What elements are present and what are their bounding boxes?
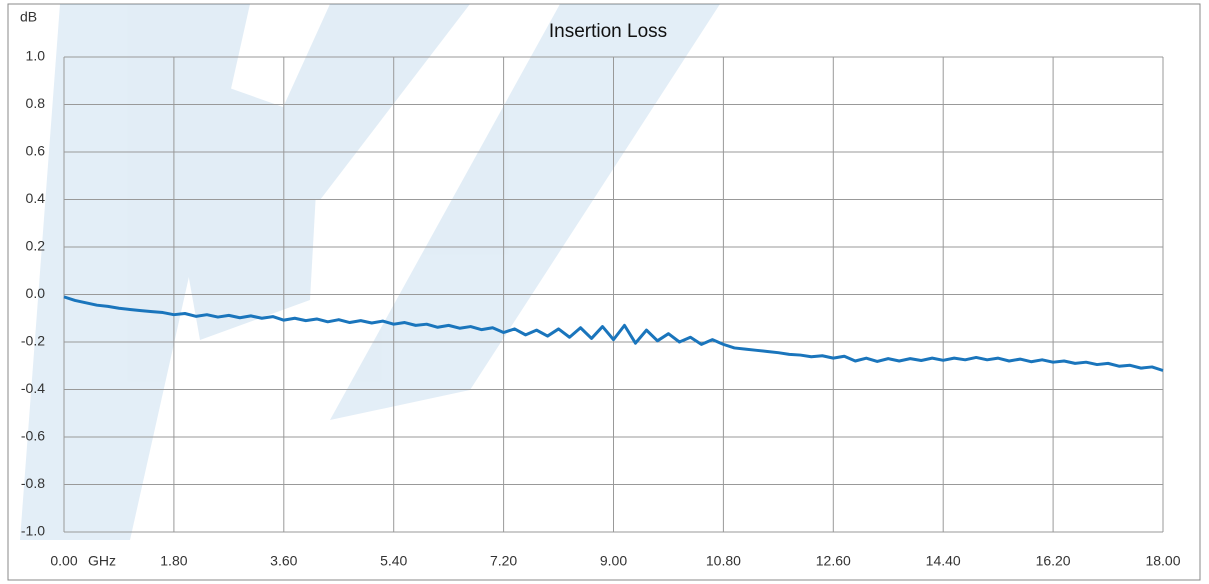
x-tick-label: 5.40 [380, 553, 407, 569]
x-tick-label: 1.80 [160, 553, 187, 569]
x-tick-label: 9.00 [600, 553, 627, 569]
y-tick-label: -0.2 [21, 333, 45, 349]
x-tick-label: 3.60 [270, 553, 297, 569]
x-tick-label: 18.00 [1145, 553, 1180, 569]
y-tick-label: 0.8 [26, 95, 46, 111]
x-tick-label: 16.20 [1036, 553, 1071, 569]
x-tick-label: 0.00 [50, 553, 77, 569]
y-tick-label: 1.0 [26, 48, 46, 64]
x-tick-label: 12.60 [816, 553, 851, 569]
chart-title: Insertion Loss [549, 21, 667, 42]
y-axis-label: dB [20, 9, 37, 25]
y-tick-label: 0.2 [26, 238, 46, 254]
watermark-shape [330, 4, 720, 420]
y-tick-label: -0.8 [21, 475, 45, 491]
watermark [20, 4, 720, 540]
y-tick-label: 0.0 [26, 285, 46, 301]
y-tick-label: 0.6 [26, 143, 46, 159]
y-tick-label: -0.4 [21, 380, 45, 396]
y-tick-label: -1.0 [21, 523, 45, 539]
x-tick-label: 14.40 [926, 553, 961, 569]
y-tick-label: 0.4 [26, 190, 46, 206]
y-tick-label: -0.6 [21, 428, 45, 444]
x-tick-label: 10.80 [706, 553, 741, 569]
watermark-shape [250, 4, 470, 200]
watermark-shape [20, 4, 250, 540]
x-tick-label: 7.20 [490, 553, 517, 569]
x-axis-label: GHz [88, 553, 116, 569]
data-line [63, 295, 1164, 372]
